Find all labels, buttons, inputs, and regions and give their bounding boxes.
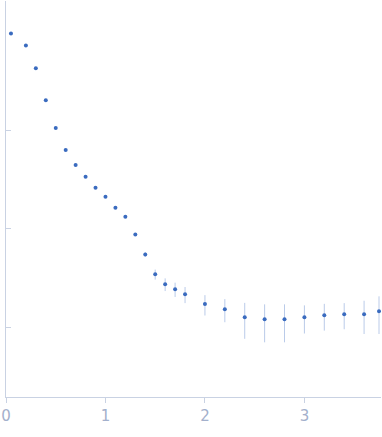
svg-text:2: 2 (200, 407, 210, 425)
svg-text:1: 1 (101, 407, 111, 425)
svg-text:3: 3 (300, 407, 310, 425)
svg-text:0: 0 (1, 407, 11, 425)
